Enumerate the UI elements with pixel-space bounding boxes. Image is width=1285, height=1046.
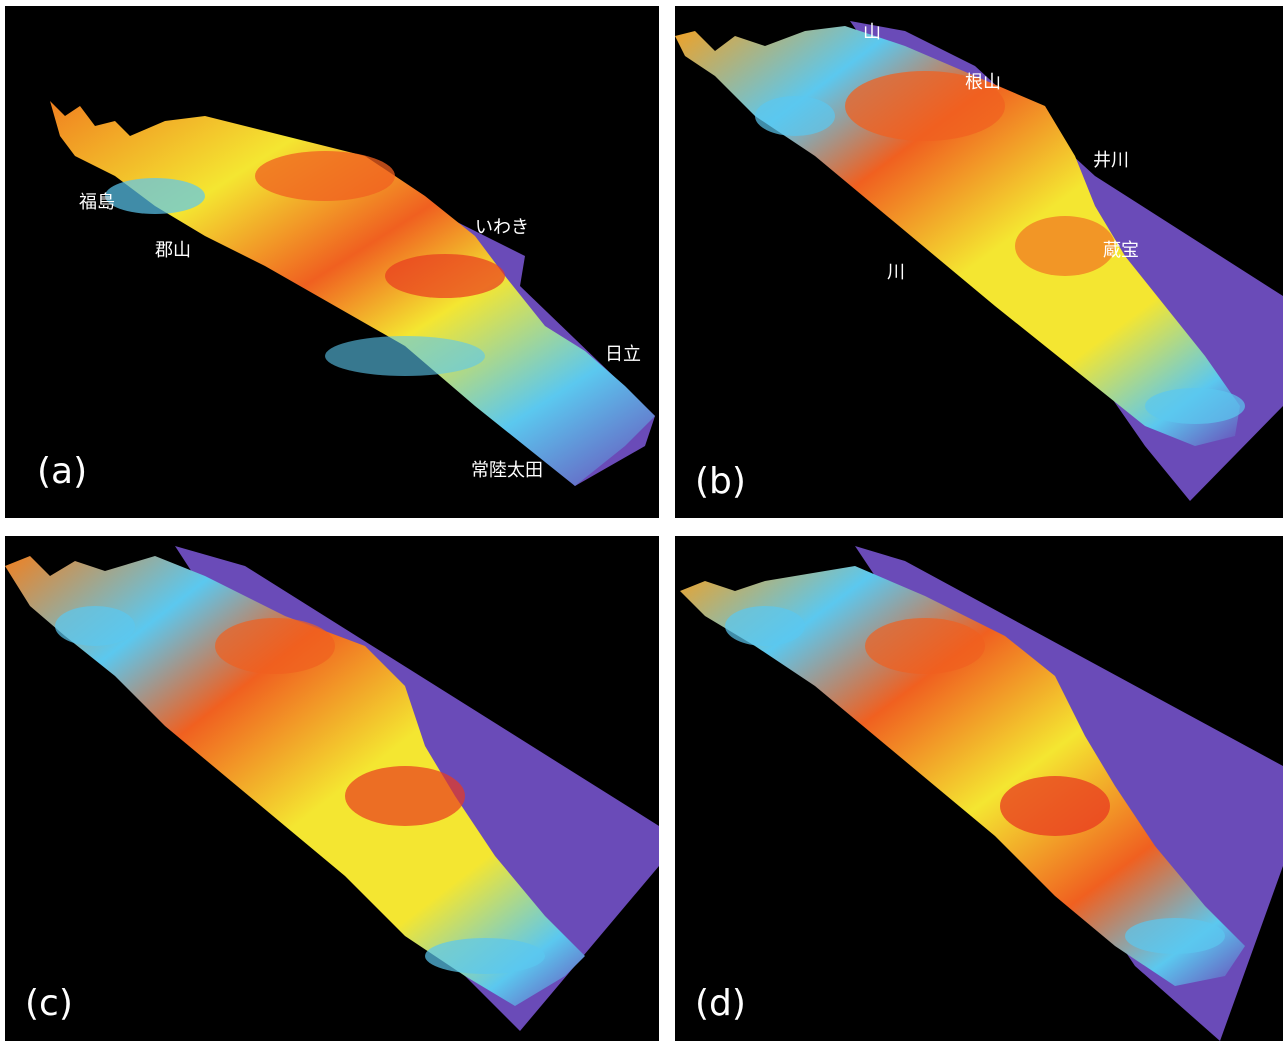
place-label: 根山 <box>965 72 1001 93</box>
panel-label-b: (b) <box>695 461 746 502</box>
place-label: 蔵宝 <box>1103 240 1139 261</box>
place-label: 井川 <box>1093 150 1129 171</box>
panel-label-c: (c) <box>25 983 73 1024</box>
panel-label-a: (a) <box>37 451 88 492</box>
panel-a: 福島 郡山 いわき 日立 常陸太田 (a) <box>5 6 659 518</box>
terrain-render-d <box>680 546 1283 1041</box>
panel-d: (d) <box>675 536 1283 1041</box>
place-label: 福島 <box>79 192 115 213</box>
place-label: 川 <box>887 262 905 283</box>
place-label: 常陸太田 <box>471 460 543 481</box>
panel-b: 山 根山 井川 蔵宝 川 (b) <box>675 6 1283 518</box>
panel-c: (c) <box>5 536 659 1041</box>
terrain-render-a <box>50 101 655 486</box>
place-label: 山 <box>863 22 881 43</box>
terrain-render-c <box>5 546 659 1031</box>
panel-label-d: (d) <box>695 983 746 1024</box>
place-label: いわき <box>475 217 529 238</box>
terrain-surface <box>5 556 585 1006</box>
terrain-render-b <box>675 21 1283 501</box>
terrain-surface <box>680 566 1245 986</box>
place-label: 日立 <box>605 344 641 365</box>
place-label: 郡山 <box>155 240 191 261</box>
